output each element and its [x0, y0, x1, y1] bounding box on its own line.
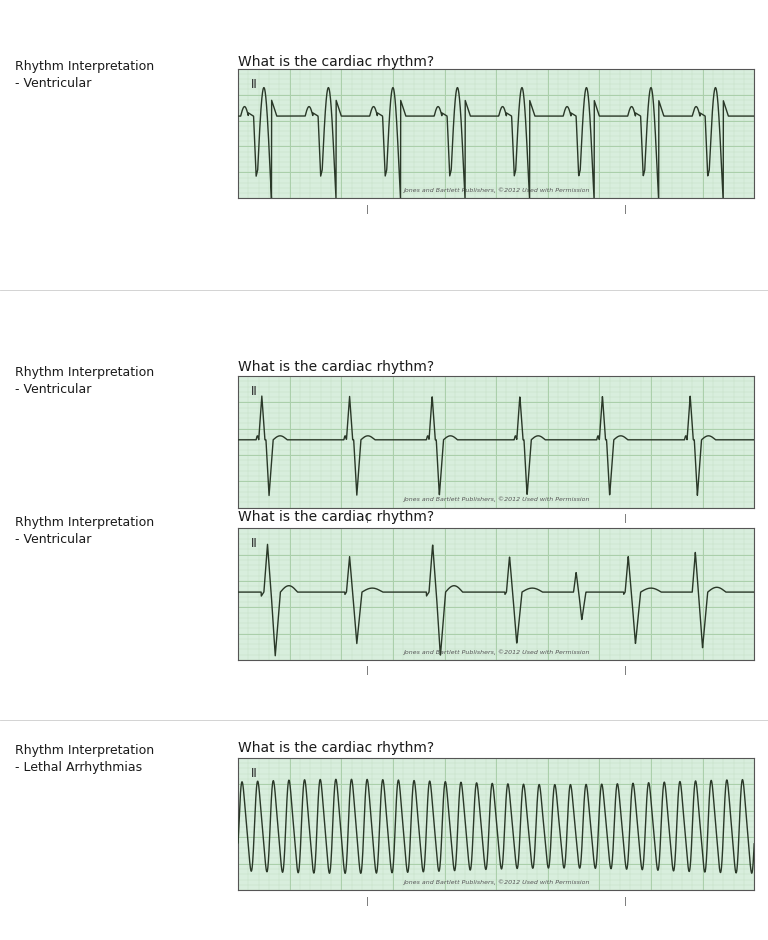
Text: Jones and Bartlett Publishers, ©2012 Used with Permission: Jones and Bartlett Publishers, ©2012 Use…	[403, 187, 589, 193]
Text: Rhythm Interpretation
- Ventricular: Rhythm Interpretation - Ventricular	[15, 60, 154, 90]
Text: II: II	[251, 538, 258, 551]
Text: Rhythm Interpretation
- Ventricular: Rhythm Interpretation - Ventricular	[15, 516, 154, 546]
Text: II: II	[251, 78, 258, 90]
Text: Jones and Bartlett Publishers, ©2012 Used with Permission: Jones and Bartlett Publishers, ©2012 Use…	[403, 496, 589, 502]
Text: Rhythm Interpretation
- Lethal Arrhythmias: Rhythm Interpretation - Lethal Arrhythmi…	[15, 744, 154, 775]
Text: Jones and Bartlett Publishers, ©2012 Used with Permission: Jones and Bartlett Publishers, ©2012 Use…	[403, 649, 589, 654]
Text: What is the cardiac rhythm?: What is the cardiac rhythm?	[238, 741, 434, 755]
Text: What is the cardiac rhythm?: What is the cardiac rhythm?	[238, 360, 434, 374]
Text: |: |	[366, 205, 369, 214]
Text: |: |	[366, 514, 369, 524]
Text: II: II	[251, 767, 258, 780]
Text: |: |	[624, 897, 627, 906]
Text: |: |	[624, 666, 627, 676]
Text: |: |	[366, 666, 369, 676]
Text: What is the cardiac rhythm?: What is the cardiac rhythm?	[238, 510, 434, 525]
Text: II: II	[251, 385, 258, 399]
Text: |: |	[624, 514, 627, 524]
Text: Jones and Bartlett Publishers, ©2012 Used with Permission: Jones and Bartlett Publishers, ©2012 Use…	[403, 879, 589, 885]
Text: |: |	[624, 205, 627, 214]
Text: |: |	[366, 897, 369, 906]
Text: Rhythm Interpretation
- Ventricular: Rhythm Interpretation - Ventricular	[15, 366, 154, 396]
Text: What is the cardiac rhythm?: What is the cardiac rhythm?	[238, 55, 434, 69]
